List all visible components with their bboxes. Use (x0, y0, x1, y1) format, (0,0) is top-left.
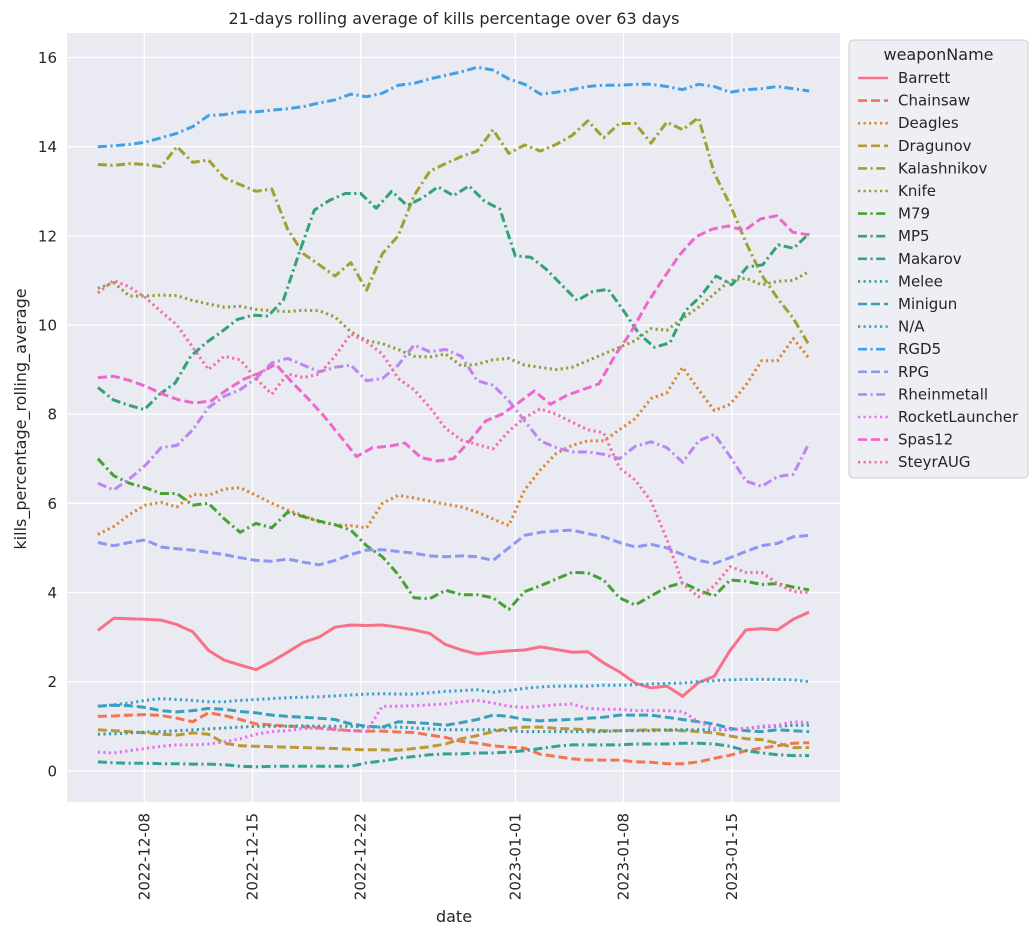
legend-entry: Rheinmetall (898, 385, 988, 403)
series-line-m79 (96, 457, 810, 611)
x-tick-label: 2022-12-08 (135, 813, 153, 900)
x-axis-label: date (436, 907, 472, 926)
legend-entry: RocketLauncher (898, 408, 1019, 426)
y-tick-label: 8 (47, 406, 57, 424)
series-line-barrett (96, 610, 810, 698)
y-tick-label: 4 (47, 584, 57, 602)
y-tick-label: 12 (38, 227, 57, 245)
y-tick-labels: 0 2 4 6 8 10 12 14 16 (38, 49, 57, 780)
series-line-rocketlauncher (97, 698, 810, 755)
legend-entry: Makarov (898, 250, 962, 268)
legend-entry: Melee (898, 272, 943, 290)
series-line-rheinmetall (97, 343, 811, 492)
series-line-spas12 (97, 214, 810, 463)
legend-entry: MP5 (898, 227, 930, 245)
series-line-rgd5 (97, 65, 810, 149)
y-axis-label: kills_percentage_rolling_average (11, 288, 31, 549)
y-tick-label: 10 (38, 316, 57, 334)
y-tick-label: 6 (47, 495, 57, 513)
legend-entry: RGD5 (898, 340, 941, 358)
x-tick-label: 2022-12-22 (352, 813, 370, 900)
legend-entry: M79 (898, 205, 930, 223)
legend: weaponName Barrett Chainsaw Deagles Dragunov… (848, 39, 1029, 479)
chart-title: 21-days rolling average of kills percent… (229, 9, 680, 28)
legend-entry: RPG (898, 363, 929, 381)
y-tick-label: 0 (47, 762, 57, 780)
legend-entry: SteyrAUG (898, 453, 971, 471)
series-lines (96, 65, 811, 769)
series-line-n-a (97, 677, 810, 708)
x-tick-label: 2023-01-01 (506, 813, 524, 900)
series-line-kalashnikov (97, 116, 811, 346)
legend-entry: Deagles (898, 114, 959, 132)
series-line-chainsaw (97, 711, 810, 766)
series-line-rpg (97, 528, 810, 567)
legend-entry: Dragunov (898, 137, 972, 155)
x-tick-label: 2023-01-08 (615, 813, 633, 900)
legend-entry: N/A (898, 318, 925, 336)
y-tick-label: 14 (38, 138, 57, 156)
legend-entry: Knife (898, 182, 936, 200)
legend-entry: Spas12 (898, 431, 953, 449)
y-tick-label: 16 (38, 49, 57, 67)
gridlines (67, 33, 840, 802)
series-line-dragunov (97, 725, 810, 752)
plot-background (67, 33, 840, 802)
legend-title: weaponName (883, 45, 993, 64)
legend-entry: Barrett (898, 69, 950, 87)
legend-entry: Kalashnikov (898, 159, 987, 177)
x-tick-label: 2023-01-15 (723, 813, 741, 900)
series-line-steyraug (96, 278, 810, 599)
x-tick-labels: 2022-12-08 2022-12-15 2022-12-22 2023-01-01… (135, 813, 740, 900)
legend-entry: Minigun (898, 295, 957, 313)
y-tick-label: 2 (47, 673, 57, 691)
legend-frame (848, 39, 1029, 479)
series-line-minigun (97, 703, 810, 734)
legend-entry: Chainsaw (898, 92, 970, 110)
x-tick-label: 2022-12-15 (244, 813, 262, 900)
series-line-deagles (97, 336, 811, 536)
